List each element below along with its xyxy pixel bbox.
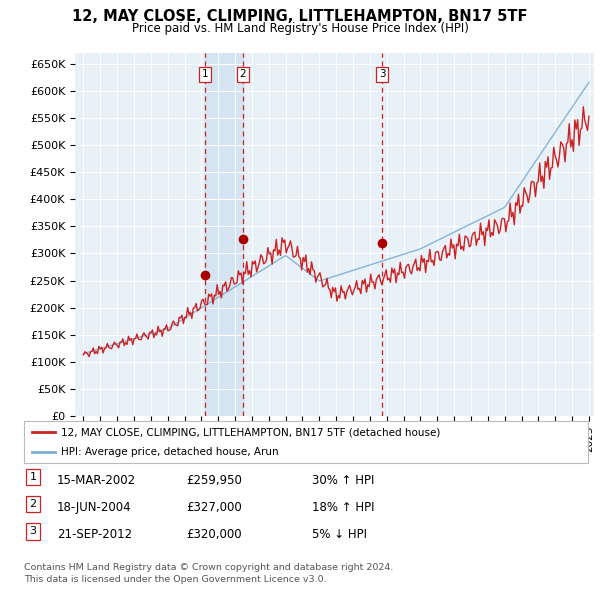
Text: 30% ↑ HPI: 30% ↑ HPI: [312, 474, 374, 487]
Bar: [205, 53, 243, 416]
Text: 3: 3: [379, 70, 385, 79]
Text: 5% ↓ HPI: 5% ↓ HPI: [312, 528, 367, 541]
Text: 12, MAY CLOSE, CLIMPING, LITTLEHAMPTON, BN17 5TF (detached house): 12, MAY CLOSE, CLIMPING, LITTLEHAMPTON, …: [61, 427, 440, 437]
Text: £327,000: £327,000: [186, 501, 242, 514]
Text: 21-SEP-2012: 21-SEP-2012: [57, 528, 132, 541]
Text: £320,000: £320,000: [186, 528, 242, 541]
Text: Contains HM Land Registry data © Crown copyright and database right 2024.: Contains HM Land Registry data © Crown c…: [24, 563, 394, 572]
Text: 2: 2: [29, 499, 37, 509]
Text: £259,950: £259,950: [186, 474, 242, 487]
Text: This data is licensed under the Open Government Licence v3.0.: This data is licensed under the Open Gov…: [24, 575, 326, 584]
Text: 15-MAR-2002: 15-MAR-2002: [57, 474, 136, 487]
Text: 12, MAY CLOSE, CLIMPING, LITTLEHAMPTON, BN17 5TF: 12, MAY CLOSE, CLIMPING, LITTLEHAMPTON, …: [72, 9, 528, 24]
Text: 1: 1: [202, 70, 208, 79]
Text: Price paid vs. HM Land Registry's House Price Index (HPI): Price paid vs. HM Land Registry's House …: [131, 22, 469, 35]
Text: HPI: Average price, detached house, Arun: HPI: Average price, detached house, Arun: [61, 447, 278, 457]
Text: 2: 2: [239, 70, 246, 79]
Text: 3: 3: [29, 526, 37, 536]
Text: 18% ↑ HPI: 18% ↑ HPI: [312, 501, 374, 514]
Text: 1: 1: [29, 472, 37, 482]
Text: 18-JUN-2004: 18-JUN-2004: [57, 501, 131, 514]
